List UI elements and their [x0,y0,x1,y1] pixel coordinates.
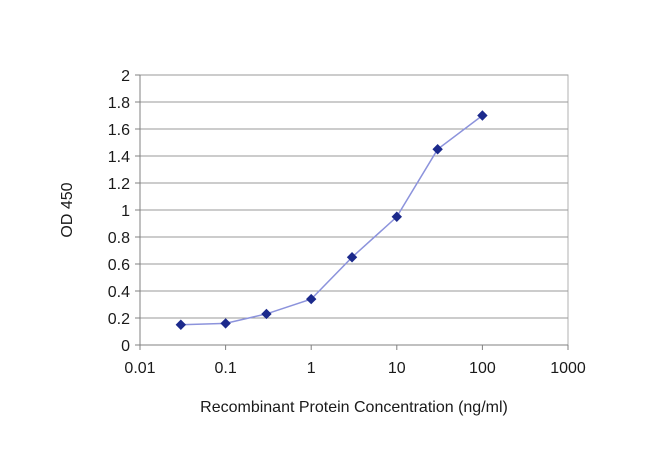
x-tick-label: 100 [469,360,496,377]
y-tick-label: 2 [121,68,130,85]
x-tick-label: 0.1 [214,360,236,377]
grid-lines [140,74,568,319]
data-point [220,318,231,329]
y-tick-label: 0.6 [108,257,130,274]
data-point [432,144,443,155]
axes [135,74,569,350]
series [175,110,488,330]
data-point [261,308,272,320]
x-tick-label: 1000 [550,360,586,377]
data-point [305,293,317,305]
y-tick-label: 1.8 [108,95,130,112]
x-tick-label: 1 [307,360,316,377]
data-point [391,211,403,222]
y-tick-label: 1.6 [108,122,130,139]
x-axis-label: Recombinant Protein Concentration (ng/ml… [200,399,508,416]
y-tick-label: 1.4 [108,149,130,166]
y-tick-label: 0.8 [108,230,130,247]
series-line [180,114,483,326]
y-axis-label: OD 450 [59,182,76,237]
x-tick-label: 10 [388,360,406,377]
y-tick-label: 1 [121,203,130,220]
data-point [346,252,358,263]
y-tick-label: 0 [121,338,130,355]
data-point [175,319,187,330]
tick-labels: 0 0.2 0.4 0.6 0.8 1 1.2 1.4 1.6 1.8 2 0.01 0.1 1 10 100… [108,68,586,377]
data-point [477,110,488,121]
y-tick-label: 0.2 [108,311,130,328]
y-tick-label: 1.2 [108,176,130,193]
x-tick-label: 0.01 [124,360,155,377]
y-tick-label: 0.4 [108,284,130,301]
